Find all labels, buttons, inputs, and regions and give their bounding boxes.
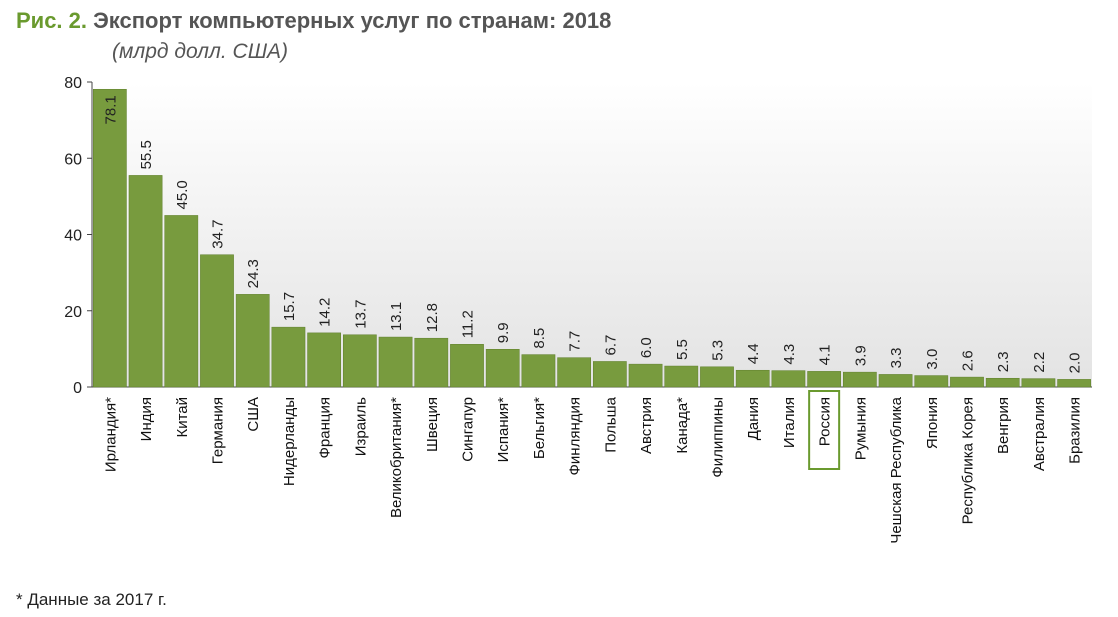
bar <box>235 294 270 388</box>
data-label: 2.0 <box>1067 353 1084 374</box>
bar <box>343 334 377 388</box>
bar <box>1057 379 1092 388</box>
x-tick-label: Финляндия <box>567 397 584 475</box>
x-tick-label: Венгрия <box>995 397 1012 454</box>
data-label: 13.7 <box>352 300 369 329</box>
x-tick-label: Германия <box>210 397 227 464</box>
data-label: 3.0 <box>924 349 941 370</box>
x-tick-label: Нидерланды <box>281 397 298 486</box>
x-tick-label: Австрия <box>638 397 655 454</box>
bar <box>700 366 734 388</box>
x-tick-label: Канада* <box>674 397 691 454</box>
x-tick-label: Россия <box>817 397 834 446</box>
data-label: 78.1 <box>102 95 119 124</box>
data-label: 11.2 <box>460 310 477 338</box>
bar <box>628 363 663 388</box>
bar <box>950 376 984 388</box>
x-tick-label: Италия <box>781 397 798 448</box>
bar <box>414 337 449 388</box>
data-label: 8.5 <box>531 328 548 349</box>
bar <box>93 88 127 388</box>
data-label: 4.3 <box>781 344 798 365</box>
x-tick-label: США <box>245 397 262 432</box>
bar <box>521 354 556 388</box>
data-label: 2.2 <box>1031 352 1048 373</box>
y-tick-label: 80 <box>64 75 82 92</box>
data-label: 2.3 <box>995 351 1012 372</box>
x-tick-label: Япония <box>924 397 941 449</box>
x-tick-label: Бельгия* <box>531 397 548 459</box>
highlight-box <box>808 390 841 470</box>
data-label: 5.5 <box>674 339 691 360</box>
data-label: 55.5 <box>138 140 155 169</box>
data-label: 13.1 <box>388 302 405 331</box>
data-label: 4.4 <box>745 343 762 364</box>
x-tick-label: Чешская Республика <box>888 396 905 543</box>
data-label: 24.3 <box>245 259 262 288</box>
bar <box>843 371 877 388</box>
bar <box>485 349 520 388</box>
y-tick-label: 20 <box>64 304 82 321</box>
bar <box>271 326 306 388</box>
bar <box>771 370 806 388</box>
bar <box>128 175 163 388</box>
bar <box>557 357 591 388</box>
x-axis-labels: Ирландия* Индия Китай Германия США Нидерланды… <box>102 390 1084 544</box>
x-tick-label: Ирландия* <box>102 397 119 472</box>
x-tick-label: Индия <box>138 397 155 441</box>
x-tick-label: Филиппины <box>710 397 727 478</box>
chart-title: Рис. 2. Экспорт компьютерных услуг по ст… <box>16 8 611 34</box>
figure-label: Рис. 2. <box>16 8 88 33</box>
y-tick-label: 60 <box>64 151 82 168</box>
data-label: 4.1 <box>817 345 834 366</box>
x-tick-label: Сингапур <box>460 397 477 462</box>
x-tick-label: Австралия <box>1031 397 1048 471</box>
data-label: 6.0 <box>638 337 655 358</box>
data-label: 2.6 <box>960 350 977 371</box>
x-tick-label: Швеция <box>424 397 441 452</box>
bar <box>914 375 949 388</box>
bar <box>807 371 841 388</box>
data-label: 34.7 <box>210 220 227 249</box>
data-labels: 78.1 55.5 45.0 34.7 24.3 15.7 14.2 13.7 13.1 12.8… <box>102 95 1083 373</box>
bar <box>985 377 1020 388</box>
chart-subtitle: (млрд долл. США) <box>112 40 289 63</box>
x-tick-label: Бразилия <box>1067 397 1084 464</box>
data-label: 45.0 <box>174 180 191 209</box>
data-label: 7.7 <box>567 331 584 352</box>
data-label: 3.9 <box>852 345 869 366</box>
bar <box>878 374 913 388</box>
bar <box>1021 378 1056 388</box>
bar <box>735 369 770 388</box>
x-tick-label: Румыния <box>852 397 869 460</box>
bar <box>593 361 627 388</box>
y-tick-label: 0 <box>73 380 82 397</box>
data-label: 5.3 <box>710 340 727 361</box>
data-label: 6.7 <box>602 335 619 356</box>
y-tick-label: 40 <box>64 228 82 245</box>
bar <box>450 344 484 388</box>
x-tick-label: Великобритания* <box>388 397 405 518</box>
data-label: 9.9 <box>495 322 512 343</box>
x-tick-label: Израиль <box>352 397 369 456</box>
bar <box>378 336 413 388</box>
data-label: 3.3 <box>888 348 905 369</box>
x-tick-label: Китай <box>174 397 191 438</box>
x-tick-label: Испания* <box>495 397 512 463</box>
bar <box>664 365 699 388</box>
data-label: 12.8 <box>424 303 441 332</box>
bar <box>164 215 199 388</box>
data-label: 15.7 <box>281 292 298 321</box>
bars <box>93 88 1092 388</box>
data-label: 14.2 <box>317 298 334 327</box>
title-text: Экспорт компьютерных услуг по странам: 2… <box>93 8 612 33</box>
x-tick-label: Республика Корея <box>960 397 977 524</box>
footnote: * Данные за 2017 г. <box>16 590 167 609</box>
bar <box>200 254 234 388</box>
x-tick-label: Франция <box>317 397 334 458</box>
bar <box>307 332 341 388</box>
x-tick-label: Польша <box>602 396 619 452</box>
x-tick-label: Дания <box>745 397 762 440</box>
